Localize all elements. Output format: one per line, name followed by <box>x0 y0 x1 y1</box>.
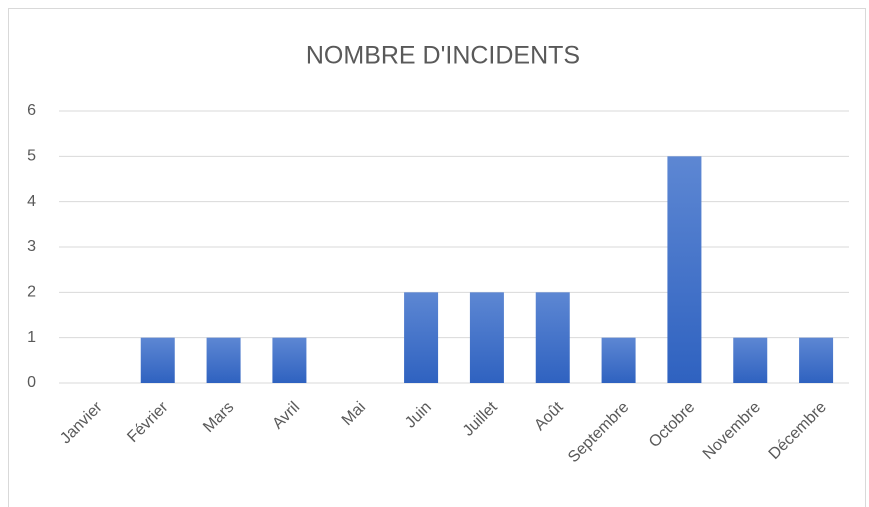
x-tick-label: Juin <box>402 399 435 432</box>
bar <box>140 337 175 383</box>
y-tick-label: 0 <box>27 374 36 391</box>
x-tick-label: Décembre <box>766 399 830 463</box>
x-tick-label: Février <box>124 398 172 446</box>
bar <box>667 156 702 383</box>
x-tick-label: Avril <box>269 399 303 433</box>
bar <box>469 292 504 383</box>
y-tick-label: 6 <box>27 102 36 119</box>
x-tick-label: Novembre <box>700 399 764 463</box>
x-tick-label: Septembre <box>565 399 632 466</box>
y-tick-label: 2 <box>27 284 36 301</box>
y-tick-label: 1 <box>27 329 36 346</box>
y-tick-label: 4 <box>27 193 36 210</box>
x-tick-label: Octobre <box>646 399 698 451</box>
x-tick-label: Mars <box>200 399 237 436</box>
x-tick-label: Mai <box>339 399 369 429</box>
chart-title: NOMBRE D'INCIDENTS <box>306 42 580 70</box>
x-tick-label: Juillet <box>460 398 501 439</box>
y-tick-label: 3 <box>27 238 36 255</box>
chart-border <box>8 8 866 507</box>
bar <box>601 337 636 383</box>
bar <box>535 292 570 383</box>
y-tick-label: 5 <box>27 148 36 165</box>
bar <box>206 337 241 383</box>
bar <box>404 292 439 383</box>
x-tick-label: Août <box>531 398 567 434</box>
bar <box>733 337 768 383</box>
bar <box>799 337 834 383</box>
bar <box>272 337 307 383</box>
x-tick-label: Janvier <box>57 398 106 447</box>
